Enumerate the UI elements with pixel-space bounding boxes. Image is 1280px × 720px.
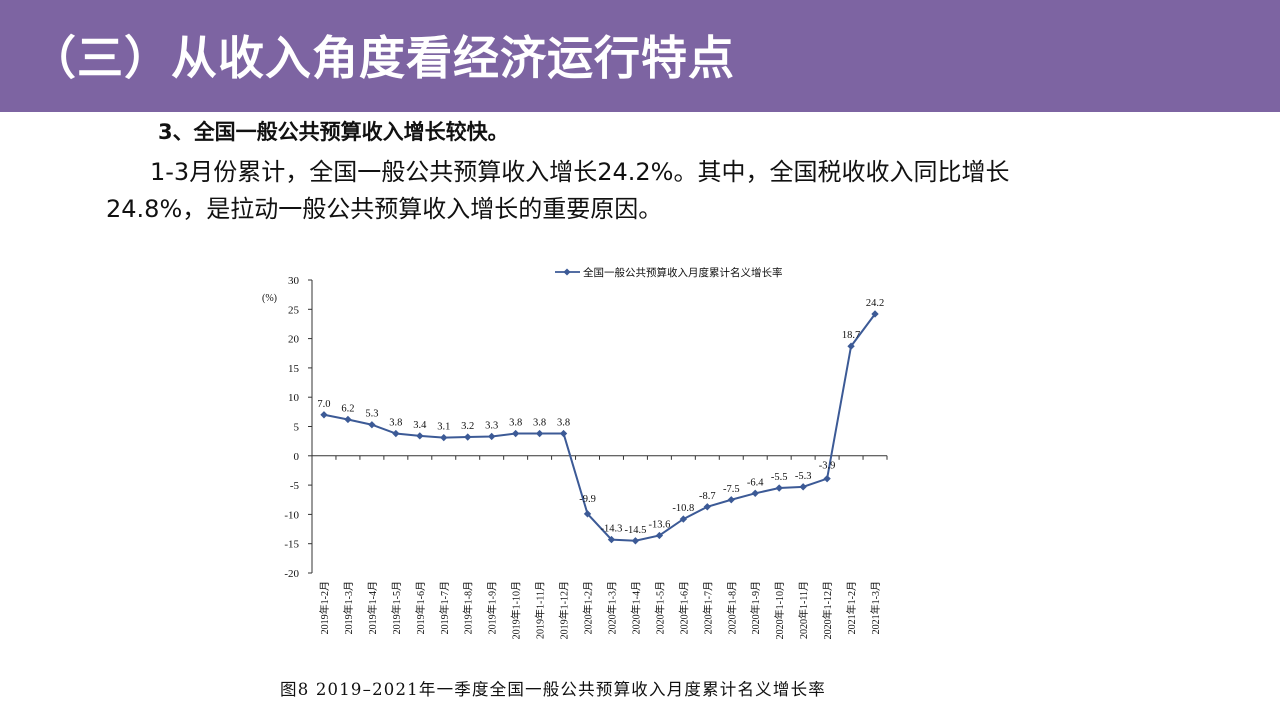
x-tick-label: 2020年1-6月 bbox=[677, 581, 690, 634]
data-point-marker bbox=[416, 432, 424, 440]
data-point-marker bbox=[607, 535, 616, 544]
x-tick-label: 2020年1-8月 bbox=[725, 581, 738, 634]
data-label: -14.3 bbox=[601, 524, 623, 535]
data-point-marker bbox=[823, 474, 831, 483]
y-tick-label: -10 bbox=[284, 509, 299, 521]
x-tick-label: 2020年1-7月 bbox=[701, 581, 714, 634]
data-label: 3.1 bbox=[437, 422, 450, 433]
series-line bbox=[323, 313, 876, 542]
data-point-marker bbox=[679, 515, 688, 523]
data-point-marker bbox=[847, 342, 855, 350]
x-tick-label: 2019年1-2月 bbox=[318, 581, 331, 634]
data-label: 6.2 bbox=[341, 403, 354, 414]
data-point-marker bbox=[440, 433, 448, 442]
x-tick-label: 2019年1-12月 bbox=[558, 581, 571, 639]
data-label: 5.3 bbox=[365, 409, 378, 420]
legend-label: 全国一般公共预算收入月度累计名义增长率 bbox=[583, 266, 783, 279]
section-subheading: 3、全国一般公共预算收入增长较快。 bbox=[158, 120, 509, 144]
x-tick-label: 2021年1-2月 bbox=[845, 581, 858, 634]
data-label: 3.4 bbox=[413, 420, 427, 431]
data-point-marker bbox=[320, 411, 328, 419]
body-paragraph: 1-3月份累计，全国一般公共预算收入增长24.2%。其中，全国税收收入同比增长2… bbox=[106, 158, 1010, 223]
data-point-marker bbox=[559, 429, 568, 438]
data-label: 24.2 bbox=[866, 298, 884, 309]
x-tick-label: 2019年1-3月 bbox=[342, 581, 355, 634]
x-tick-label: 2020年1-3月 bbox=[605, 581, 618, 634]
data-label: -10.8 bbox=[672, 503, 694, 514]
x-tick-label: 2020年1-5月 bbox=[653, 581, 666, 634]
data-label: 18.7 bbox=[842, 330, 860, 341]
data-label: 7.0 bbox=[317, 399, 330, 410]
x-tick-label: 2019年1-4月 bbox=[366, 581, 379, 634]
y-axis: 30 25 20 15 10 5 0 -5 -10 -15 -20 bbox=[284, 275, 313, 580]
data-point-marker bbox=[655, 531, 664, 540]
data-label: -13.6 bbox=[648, 519, 670, 530]
data-label: -6.4 bbox=[747, 477, 764, 488]
x-tick-label: 2020年1-9月 bbox=[749, 581, 762, 634]
data-point-marker bbox=[392, 429, 400, 438]
y-tick-label: -5 bbox=[290, 480, 300, 492]
data-label: -9.9 bbox=[579, 494, 596, 505]
data-point-marker bbox=[775, 484, 783, 492]
x-tick-label: 2019年1-7月 bbox=[438, 581, 451, 634]
x-tick-label: 2019年1-9月 bbox=[486, 581, 499, 634]
data-point-marker bbox=[631, 537, 640, 545]
data-label: 3.8 bbox=[509, 418, 522, 429]
x-tick-label: 2019年1-10月 bbox=[510, 581, 523, 639]
x-tick-label: 2019年1-11月 bbox=[534, 581, 547, 639]
data-label: -8.7 bbox=[699, 491, 716, 502]
x-tick-label: 2020年1-11月 bbox=[797, 581, 810, 639]
data-label: 3.3 bbox=[485, 420, 498, 431]
x-tick-label: 2020年1-12月 bbox=[821, 581, 834, 639]
data-label: -3.9 bbox=[819, 461, 836, 472]
data-point-marker bbox=[535, 429, 544, 438]
data-point-marker bbox=[511, 429, 520, 438]
y-tick-label: 25 bbox=[288, 304, 300, 316]
data-point-marker bbox=[751, 489, 759, 497]
y-tick-label: -15 bbox=[284, 539, 299, 551]
data-point-marker bbox=[703, 503, 711, 511]
data-label: 3.2 bbox=[461, 421, 474, 432]
data-label: -5.5 bbox=[771, 472, 788, 483]
x-tick-label: 2019年1-8月 bbox=[462, 581, 475, 634]
x-tick-label: 2019年1-6月 bbox=[414, 581, 427, 634]
y-tick-label: 30 bbox=[288, 275, 300, 287]
data-point-marker bbox=[583, 510, 592, 518]
data-point-marker bbox=[799, 483, 807, 491]
y-tick-label: -20 bbox=[284, 568, 299, 580]
data-label: 3.8 bbox=[533, 418, 546, 429]
data-label: -5.3 bbox=[795, 471, 812, 482]
figure-caption: 图8 2019–2021年一季度全国一般公共预算收入月度累计名义增长率 bbox=[280, 680, 826, 699]
x-tick-label: 2020年1-4月 bbox=[629, 581, 642, 634]
data-point-marker bbox=[368, 421, 376, 429]
y-tick-label: 5 bbox=[294, 422, 300, 434]
page-title: （三）从收入角度看经济运行特点 bbox=[30, 31, 735, 85]
x-tick-label: 2020年1-10月 bbox=[773, 581, 786, 639]
y-tick-label: 20 bbox=[288, 334, 300, 346]
data-point-marker bbox=[488, 432, 496, 441]
data-label: -7.5 bbox=[723, 484, 740, 495]
series-line-group: 7.0 6.2 5.3 3.8 3.4 3.1 3.2 3.3 3.8 3.8 3.8 -9.9 -14… bbox=[317, 298, 884, 545]
data-point-marker bbox=[344, 415, 352, 424]
data-label: 3.8 bbox=[389, 418, 402, 429]
chart-legend: 全国一般公共预算收入月度累计名义增长率 bbox=[555, 266, 783, 279]
x-tick-label: 2021年1-3月 bbox=[869, 581, 882, 634]
y-axis-unit-label: (%) bbox=[262, 293, 277, 304]
title-banner: （三）从收入角度看经济运行特点 bbox=[0, 0, 1280, 112]
x-tick-label: 2020年1-2月 bbox=[582, 581, 595, 634]
y-tick-label: 15 bbox=[288, 363, 300, 375]
y-tick-label: 0 bbox=[294, 451, 300, 463]
legend-marker bbox=[563, 268, 571, 276]
data-point-marker bbox=[727, 496, 735, 504]
x-axis: 2019年1-2月 2019年1-3月 2019年1-4月 2019年1-5月 2019… bbox=[311, 455, 888, 639]
data-label: 3.8 bbox=[557, 418, 570, 429]
data-point-marker bbox=[464, 433, 472, 441]
data-label: -14.5 bbox=[625, 525, 647, 536]
x-tick-label: 2019年1-5月 bbox=[390, 581, 403, 634]
y-tick-label: 10 bbox=[288, 392, 300, 404]
